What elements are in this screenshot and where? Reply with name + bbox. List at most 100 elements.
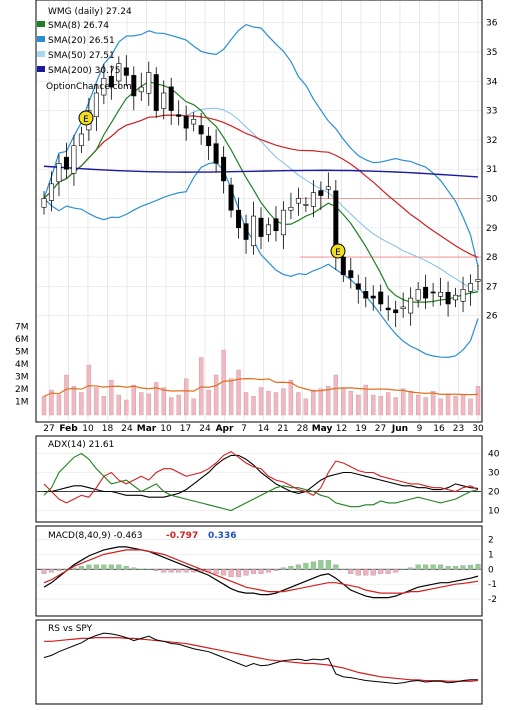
macd-hist-bar	[340, 569, 346, 571]
macd-label: MACD(8,40,9) -0.463	[48, 531, 143, 541]
legend-sma50: SMA(50) 27.51	[37, 51, 115, 61]
volume-bar	[228, 378, 234, 416]
macd-hist-bar	[363, 569, 369, 576]
legend-label-sma200: SMA(200) 30.75	[48, 66, 120, 76]
x-tick-label: Jun	[391, 424, 408, 434]
candle-body	[78, 133, 84, 147]
candle-body	[378, 291, 384, 305]
candle-body	[101, 78, 107, 96]
volume-bar	[71, 386, 77, 416]
candle-body	[340, 256, 346, 275]
macd-hist-bar	[153, 569, 159, 571]
volume-bar	[453, 396, 458, 416]
volume-bar	[460, 394, 466, 416]
volume-bar	[475, 386, 481, 416]
volume-bar	[445, 393, 451, 416]
volume-bar	[49, 389, 54, 416]
candle-body	[318, 190, 324, 196]
volume-tick-label: 3M	[15, 373, 29, 383]
candle-body	[445, 291, 451, 305]
x-tick-label: 27	[375, 424, 386, 434]
volume-bar	[408, 391, 413, 416]
macd-hist-bar	[243, 569, 249, 576]
event-label: E	[335, 248, 341, 258]
candle-body	[243, 223, 249, 240]
candle-body	[71, 145, 77, 174]
macd-hist-bar	[250, 569, 257, 574]
candle-body	[363, 291, 369, 299]
candle-body	[123, 67, 129, 76]
candle-body	[303, 204, 309, 206]
legend-swatch-sma200	[37, 66, 45, 72]
macd-hist-bar	[265, 569, 272, 573]
macd-hist-bar	[355, 569, 361, 576]
macd-hist-bar	[438, 564, 444, 570]
x-tick-label: 24	[199, 424, 211, 434]
x-tick-label: 9	[417, 424, 423, 434]
macd-hist-bar	[385, 569, 391, 574]
event-circle	[78, 110, 94, 126]
volume-bar	[101, 396, 107, 416]
candle-body	[191, 119, 197, 125]
candle-body	[475, 279, 481, 282]
y-tick-label: 31	[486, 165, 497, 175]
adx-tick-label: 20	[488, 488, 500, 498]
y-tick-label: 26	[486, 312, 498, 322]
y-tick-label: 36	[486, 19, 498, 29]
volume-tick-label: 6M	[15, 335, 29, 345]
volume-bar	[415, 394, 421, 416]
rs-ma-line	[44, 637, 479, 682]
volume-bar	[303, 398, 309, 416]
candle-body	[161, 92, 167, 109]
rs-panel-frame	[35, 619, 483, 705]
candle-body	[400, 306, 406, 309]
volume-bar	[236, 369, 241, 416]
volume-bar	[41, 396, 47, 416]
macd-tick-label: 2	[488, 535, 494, 545]
macd-hist-bar	[146, 569, 152, 571]
candle-body	[48, 183, 54, 201]
volume-bar	[79, 392, 84, 416]
legend-swatch-sma8	[37, 21, 45, 27]
volume-bar	[131, 384, 136, 416]
volume-bar	[94, 387, 99, 416]
macd-signal-value: -0.797	[166, 531, 198, 541]
macd-hist-bar	[93, 564, 99, 570]
candle-body	[288, 206, 294, 211]
macd-hist-bar	[288, 566, 294, 570]
x-tick-label: Feb	[59, 424, 78, 434]
volume-bar	[468, 398, 473, 416]
macd-hist-bar	[131, 567, 137, 570]
macd-hist-bar	[408, 567, 414, 570]
candle-body	[423, 286, 429, 299]
y-tick-label: 27	[486, 282, 497, 292]
candle-body	[453, 294, 459, 301]
volume-bar	[243, 392, 249, 416]
candle-body	[56, 163, 62, 183]
legend-sma20: SMA(20) 26.51	[37, 36, 115, 46]
x-tick-label: 27	[43, 424, 54, 434]
macd-hist-bar	[236, 569, 242, 577]
sma8-line	[43, 80, 479, 303]
candle-body	[273, 218, 279, 232]
macd-hist-bar	[370, 569, 376, 576]
legend-swatch-sma20	[37, 36, 45, 42]
x-tick-label: Mar	[137, 424, 157, 434]
sma200-line	[43, 165, 479, 178]
bollinger-upper	[43, 23, 479, 267]
volume-tick-label: 7M	[15, 323, 29, 333]
macd-hist-bar	[123, 566, 129, 570]
macd-hist-bar	[101, 564, 107, 570]
macd-hist-bar	[56, 569, 62, 571]
x-tick-label: 17	[180, 424, 191, 434]
volume-tick-label: 2M	[15, 385, 29, 395]
macd-hist-bar	[48, 569, 55, 573]
volume-bar	[86, 364, 92, 416]
macd-hist-bar	[295, 564, 301, 570]
candle-body	[385, 307, 391, 311]
macd-hist-bar	[430, 564, 436, 570]
candle-body	[468, 283, 474, 292]
volume-bar	[266, 391, 271, 416]
y-tick-label: 32	[486, 136, 497, 146]
